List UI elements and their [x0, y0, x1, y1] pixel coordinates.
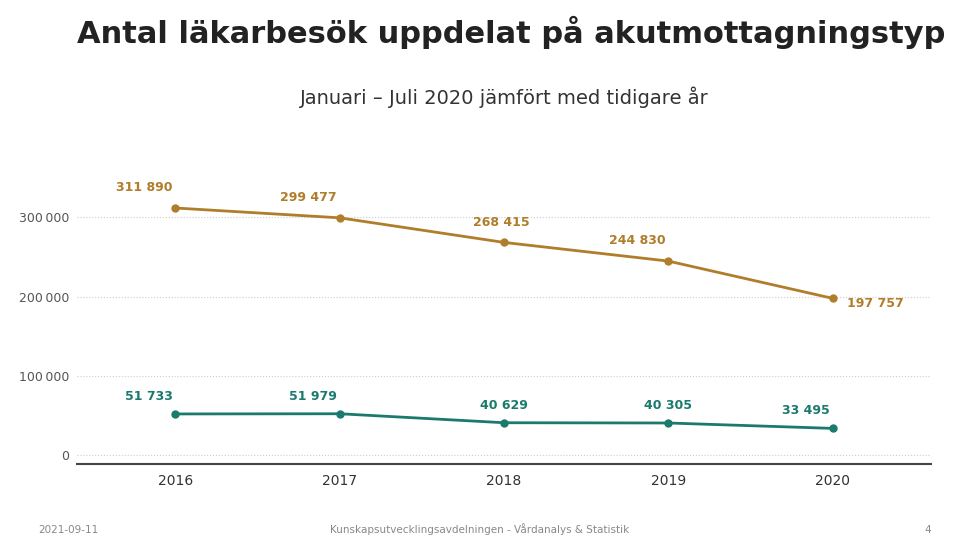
Text: 197 757: 197 757: [847, 298, 903, 310]
Legend: Barnakut, Vuxenakut: Barnakut, Vuxenakut: [389, 536, 619, 540]
Text: 51 979: 51 979: [289, 390, 337, 403]
Text: 311 890: 311 890: [116, 181, 173, 194]
Text: 244 830: 244 830: [609, 234, 665, 247]
Text: 4: 4: [924, 524, 931, 535]
Text: 40 305: 40 305: [644, 399, 692, 412]
Text: Antal läkarbesök uppdelat på akutmottagningstyp: Antal läkarbesök uppdelat på akutmottagn…: [77, 16, 946, 49]
Text: 33 495: 33 495: [782, 404, 829, 417]
Text: 268 415: 268 415: [473, 215, 530, 228]
Text: 299 477: 299 477: [280, 191, 337, 204]
Text: Januari – Juli 2020 jämfört med tidigare år: Januari – Juli 2020 jämfört med tidigare…: [300, 86, 708, 107]
Text: 51 733: 51 733: [125, 390, 173, 403]
Text: 2021-09-11: 2021-09-11: [38, 524, 99, 535]
Text: 40 629: 40 629: [480, 399, 528, 411]
Text: Kunskapsutvecklingsavdelningen - Vårdanalys & Statistik: Kunskapsutvecklingsavdelningen - Vårdana…: [330, 523, 630, 535]
